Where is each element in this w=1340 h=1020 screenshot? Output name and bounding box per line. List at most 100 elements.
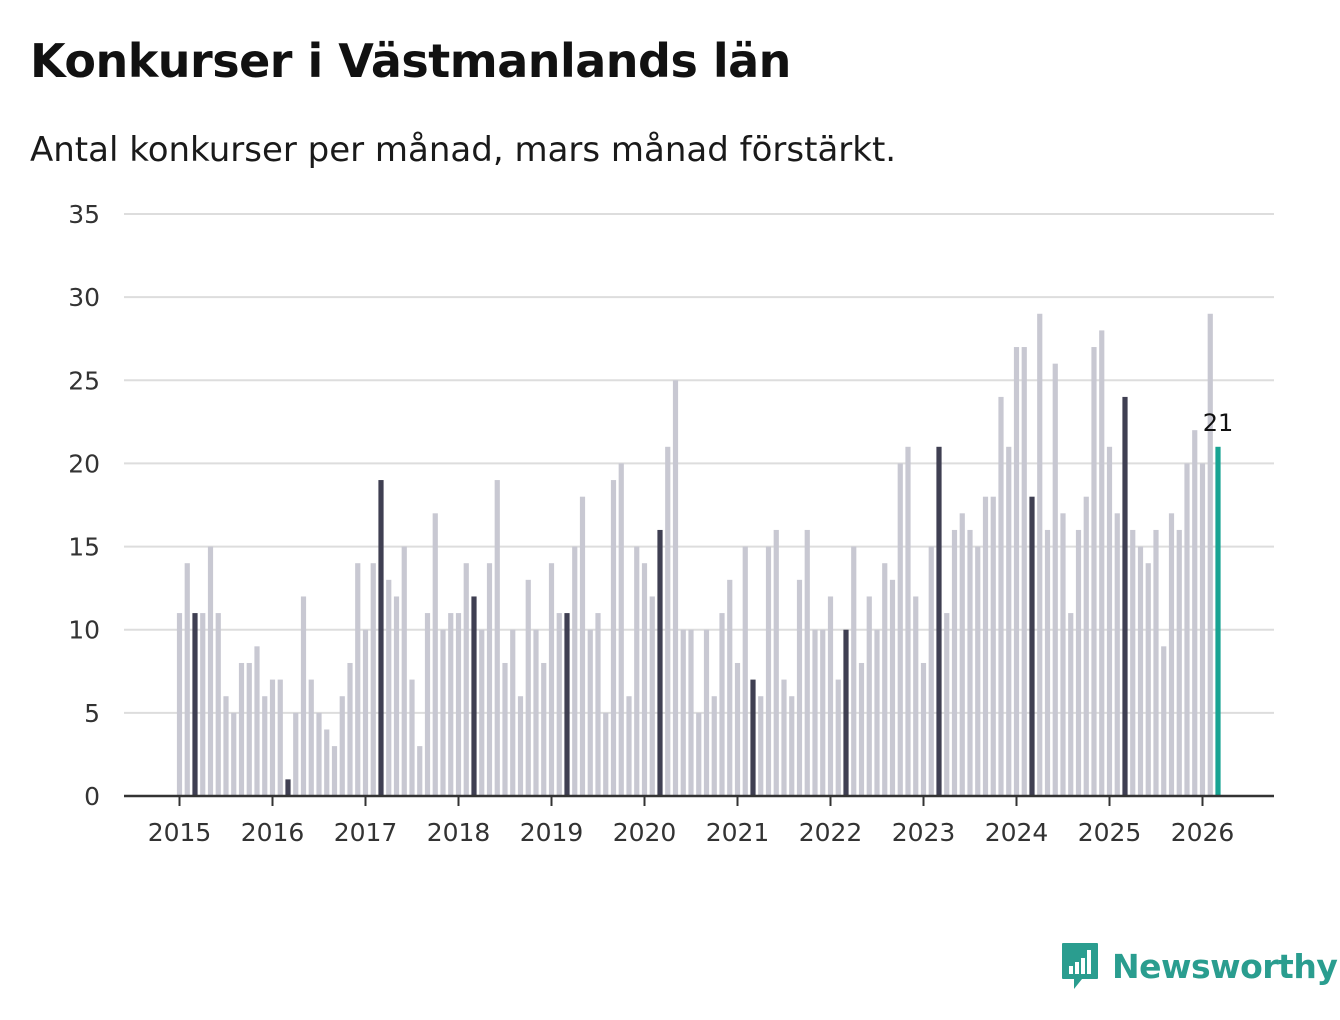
bar bbox=[618, 463, 624, 796]
bar bbox=[370, 563, 376, 796]
bar bbox=[851, 546, 857, 796]
bar bbox=[479, 629, 485, 796]
bar bbox=[510, 629, 516, 796]
data-label-latest: 21 bbox=[1203, 409, 1234, 437]
bar bbox=[1184, 463, 1190, 796]
bar bbox=[564, 613, 570, 796]
bar bbox=[882, 563, 888, 796]
bar bbox=[455, 613, 462, 796]
bar bbox=[417, 746, 423, 796]
bar bbox=[975, 546, 981, 796]
bar bbox=[541, 662, 547, 796]
bar bbox=[192, 613, 198, 796]
gridlines bbox=[124, 213, 1274, 714]
bar bbox=[944, 613, 950, 796]
bar bbox=[665, 446, 671, 796]
bar bbox=[1145, 563, 1151, 796]
bar bbox=[765, 546, 772, 796]
bar bbox=[796, 579, 803, 796]
bar bbox=[1068, 613, 1074, 796]
bar bbox=[231, 712, 237, 796]
y-tick-label: 10 bbox=[68, 616, 100, 645]
bar bbox=[874, 629, 880, 796]
bar bbox=[711, 696, 717, 796]
bar bbox=[355, 563, 361, 796]
chart-title: Konkurser i Västmanlands län bbox=[30, 34, 791, 88]
bar bbox=[176, 613, 183, 796]
x-tick-label: 2019 bbox=[520, 818, 584, 847]
bar bbox=[1153, 529, 1159, 796]
bar bbox=[758, 696, 764, 796]
bar bbox=[1006, 446, 1012, 796]
annotations: 21 bbox=[1203, 409, 1234, 437]
bar bbox=[362, 629, 369, 796]
bar bbox=[727, 579, 733, 796]
bar bbox=[494, 480, 500, 796]
bars bbox=[176, 313, 1221, 796]
bar bbox=[626, 696, 632, 796]
brand-logo[interactable]: Newsworthy bbox=[1060, 940, 1338, 992]
bar bbox=[1052, 363, 1058, 796]
bar bbox=[835, 679, 841, 796]
bar bbox=[424, 613, 431, 796]
bar bbox=[300, 596, 307, 796]
bar bbox=[696, 712, 702, 796]
bar bbox=[409, 679, 415, 796]
y-tick-label: 25 bbox=[68, 366, 100, 395]
bar bbox=[184, 563, 190, 796]
bar bbox=[207, 546, 214, 796]
bar bbox=[649, 596, 655, 796]
bar bbox=[1099, 330, 1105, 796]
bar bbox=[223, 696, 229, 796]
bar bbox=[742, 546, 748, 796]
bar bbox=[595, 613, 601, 796]
bar bbox=[1091, 347, 1097, 796]
bar bbox=[1199, 463, 1206, 796]
bar bbox=[316, 712, 322, 796]
bar bbox=[200, 613, 206, 796]
bar bbox=[959, 513, 965, 796]
bar bbox=[572, 546, 578, 796]
bar bbox=[1060, 513, 1066, 796]
x-tick-label: 2025 bbox=[1078, 818, 1142, 847]
bar bbox=[1083, 496, 1089, 796]
bar bbox=[1192, 430, 1198, 796]
x-tick-label: 2020 bbox=[613, 818, 677, 847]
bar bbox=[1037, 313, 1043, 796]
bar bbox=[339, 696, 345, 796]
x-tick-label: 2016 bbox=[241, 818, 305, 847]
bar bbox=[641, 563, 648, 796]
chart-bubble-icon bbox=[1062, 943, 1098, 989]
bar bbox=[285, 779, 291, 796]
bar bbox=[579, 496, 586, 796]
bar bbox=[1114, 513, 1120, 796]
bar bbox=[680, 629, 686, 796]
bar bbox=[820, 629, 826, 796]
bar bbox=[1137, 546, 1144, 796]
x-axis: 2015 2016 2017 2018 2019 2020 2021 2022 2023 2024… bbox=[124, 794, 1274, 847]
x-tick-label: 2022 bbox=[799, 818, 863, 847]
brand-name: Newsworthy bbox=[1112, 946, 1338, 986]
bar bbox=[1215, 446, 1221, 796]
y-tick-label: 5 bbox=[84, 699, 100, 728]
bar bbox=[603, 712, 609, 796]
bar bbox=[688, 629, 694, 796]
x-tick-label: 2017 bbox=[334, 818, 398, 847]
bar bbox=[951, 529, 958, 796]
bar bbox=[936, 446, 942, 796]
y-tick-label: 0 bbox=[84, 782, 100, 811]
x-tick-label: 2021 bbox=[706, 818, 770, 847]
bar bbox=[548, 563, 555, 796]
bar bbox=[905, 446, 911, 796]
bar bbox=[556, 613, 562, 796]
bar bbox=[858, 662, 865, 796]
bar bbox=[1044, 529, 1051, 796]
bar bbox=[1130, 529, 1136, 796]
bar bbox=[533, 629, 539, 796]
bar bbox=[269, 679, 276, 796]
bar bbox=[486, 563, 493, 796]
bar bbox=[1075, 529, 1082, 796]
bar bbox=[634, 546, 640, 796]
bar bbox=[1029, 496, 1035, 796]
